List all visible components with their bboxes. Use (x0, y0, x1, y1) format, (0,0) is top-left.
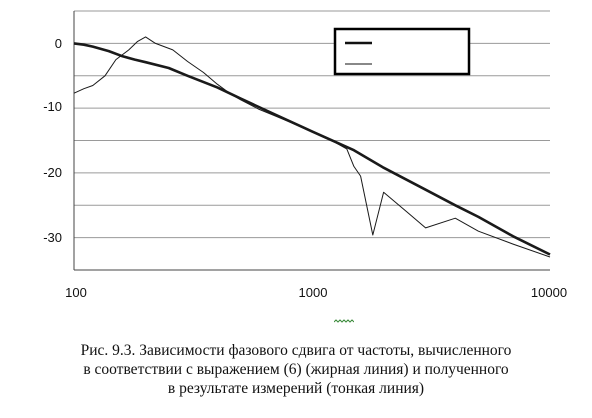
x-tick-label: 10000 (531, 285, 567, 300)
x-tick-label: 1000 (299, 285, 328, 300)
axes (73, 11, 550, 271)
caption-line: в результате измерений (тонкая линия) (167, 380, 425, 397)
thick-line-series (73, 42, 551, 256)
x-tick-label: 100 (65, 285, 87, 300)
y-tick-label: -30 (43, 230, 62, 245)
y-tick-label: 0 (55, 36, 62, 51)
y-tick-label: -10 (43, 99, 62, 114)
spellcheck-squiggle (334, 319, 354, 323)
data-series (73, 36, 551, 258)
legend-box (333, 27, 471, 76)
legend (333, 27, 471, 76)
phase-shift-chart: 0 -10 -20 -30 100 1000 10000 (43, 10, 567, 300)
caption-line: в соответствии с выражением (6) (жирная … (83, 361, 509, 378)
caption-line: Рис. 9.3. Зависимости фазового сдвига от… (80, 342, 512, 359)
tick-labels: 0 -10 -20 -30 100 1000 10000 (43, 36, 567, 300)
figure-caption: Рис. 9.3. Зависимости фазового сдвига от… (0, 341, 592, 398)
thin-line-series (73, 36, 551, 258)
y-tick-label: -20 (43, 165, 62, 180)
